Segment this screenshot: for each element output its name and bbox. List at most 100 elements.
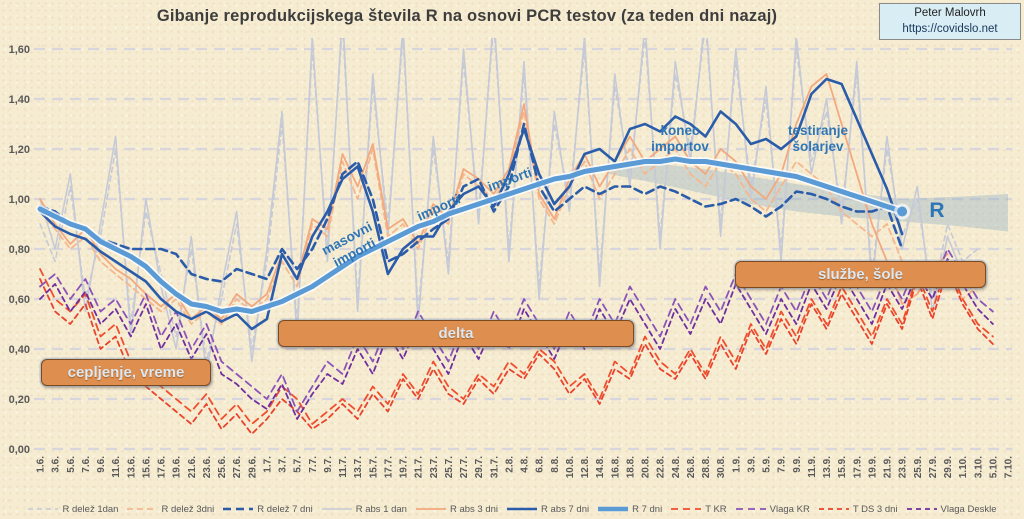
annotation-box-label: cepljenje, vreme [67,364,185,381]
x-axis-tick-label: 1.6. [36,456,47,473]
x-axis-tick-label: 7.6. [81,456,92,473]
x-axis-tick-label: 6.8. [535,456,546,473]
x-axis-tick-label: 14.8. [595,456,606,478]
x-axis-tick-label: 9.9. [792,456,803,473]
y-axis-tick-label: 0,80 [9,244,30,256]
x-axis-tick-label: 3.9. [746,456,757,473]
chart-title: Gibanje reprodukcijskega števila R na os… [156,7,778,25]
x-axis-tick-label: 16.8. [610,456,621,478]
series-line-t_kr [39,260,994,425]
x-axis-tick-label: 29.9. [943,456,954,478]
legend-item-r_abs_3dni[interactable]: R abs 3 dni [415,504,498,515]
x-axis-tick-label: 13.7. [353,456,364,478]
x-axis-tick-label: 5.9. [762,456,773,473]
y-axis-tick-label: 0,60 [9,294,30,306]
legend-item-t_kr[interactable]: T KR [670,503,727,515]
series-line-t_ds_3dni [39,268,994,435]
x-axis-tick-label: 7.9. [777,456,788,473]
x-axis-tick-label: 8.8. [550,456,561,473]
legend-swatch-r_delez_1dan [28,508,59,510]
x-axis-tick-label: 21.9. [883,456,894,478]
x-axis-tick-label: 18.8. [625,456,636,478]
x-axis-tick-label: 19.9. [867,456,878,478]
x-axis-tick-label: 9.7. [323,456,334,473]
x-axis-tick-label: 22.8. [656,456,667,478]
legend-swatch-vlaga_deskle [906,508,937,510]
legend-label-r_abs_1dan: R abs 1 dan [355,503,407,515]
x-axis-tick-label: 1.10. [958,456,969,478]
x-axis-tick-label: 17.7. [383,456,394,478]
x-axis-tick-label: 30.8. [716,456,727,478]
legend-item-r_7dni[interactable]: R 7 dni [597,504,662,515]
legend-label-r_delez_1dan: R delež 1dan [62,503,119,515]
x-axis-tick-label: 13.6. [126,456,137,478]
x-axis-tick-label: 3.7. [278,456,289,473]
x-axis-tick-label: 9.6. [96,456,107,473]
chart-legend: R delež 1dan R delež 3dni R delež 7 dni R a… [0,500,1024,518]
credit-author: Peter Malovrh [914,7,986,19]
legend-item-t_ds_3dni[interactable]: T DS 3 dni [818,504,898,515]
x-axis-tick-label: 5.6. [66,456,77,473]
x-axis-tick-label: 13.9. [822,456,833,478]
legend-item-r_delez_3dni[interactable]: R delež 3dni [126,504,214,515]
legend-swatch-r_abs_1dan [321,508,352,510]
y-axis-tick-label: 0,20 [9,394,30,406]
x-axis-tick-label: 1.7. [262,456,273,473]
legend-item-vlaga_deskle[interactable]: Vlaga Deskle [906,504,997,515]
y-axis-tick-label: 1,60 [9,44,30,56]
legend-label-t_kr: T KR [705,503,727,515]
x-axis-tick-label: 7.10. [1004,456,1015,478]
x-axis-tick-label: 3.6. [51,456,62,473]
x-axis-tick-label: 29.7. [474,456,485,478]
x-axis-tick-label: 27.9. [928,456,939,478]
x-axis-tick-label: 24.8. [671,456,682,478]
series-line-r_abs_7dni [38,77,904,331]
legend-swatch-r_7dni [598,506,629,512]
legend-swatch-t_ds_3dni [818,508,849,510]
legend-label-r_7dni: R 7 dni [632,503,663,515]
x-axis-tick-label: 23.9. [898,456,909,478]
annotation-box-delta: delta [278,320,634,347]
legend-swatch-r_abs_7dni [507,507,538,511]
legend-label-r_abs_3dni: R abs 3 dni [449,503,499,515]
series-line-r_abs_1dan [39,38,979,375]
x-axis-tick-label: 23.7. [429,456,440,478]
x-axis-tick-label: 11.9. [807,456,818,478]
x-axis-tick-label: 29.6. [247,456,258,478]
credit-box: Peter Malovrh https://covidslo.net [879,3,1021,41]
legend-item-r_delez_7dni[interactable]: R delež 7 dni [222,503,313,515]
x-axis-tick-label: 21.7. [414,456,425,478]
x-axis-tick-label: 17.9. [852,456,863,478]
x-axis-tick-label: 25.9. [913,456,924,478]
legend-label-r_delez_7dni: R delež 7 dni [257,503,313,515]
x-axis-tick-label: 15.9. [837,456,848,478]
legend-item-r_delez_1dan[interactable]: R delež 1dan [27,504,118,515]
x-axis-tick-label: 27.6. [232,456,243,478]
legend-swatch-r_delez_3dni [127,508,158,510]
legend-item-vlaga_kr[interactable]: Vlaga KR [735,504,810,515]
x-axis-tick-label: 25.6. [217,456,228,478]
y-axis-tick-label: 1,00 [9,194,30,206]
legend-item-r_abs_1dan[interactable]: R abs 1 dan [321,504,407,515]
x-axis-tick-label: 1.9. [731,456,742,473]
x-axis-tick-label: 23.6. [202,456,213,478]
credit-url-link[interactable]: https://covidslo.net [902,22,998,35]
y-axis-tick-label: 0,00 [9,444,30,456]
forecast-band-r-label: R [929,199,945,222]
x-axis-tick-label: 5.7. [293,456,304,473]
x-axis-tick-label: 2.8. [504,456,515,473]
annotation-box-sluzbe-sole: službe, šole [735,261,986,288]
x-axis-tick-label: 19.6. [172,456,183,478]
series-line-r_7dni [37,156,905,314]
y-axis-tick-label: 0,40 [9,344,30,356]
annotation-box-label: službe, šole [817,266,904,283]
x-axis-tick-label: 17.6. [157,456,168,478]
x-axis-tick-label: 20.8. [641,456,652,478]
legend-item-r_abs_7dni[interactable]: R abs 7 dni [506,504,589,515]
legend-swatch-r_delez_7dni [223,507,254,511]
y-axis-tick-label: 1,20 [9,144,30,156]
x-axis-tick-label: 21.6. [187,456,198,478]
x-axis-tick-label: 28.8. [701,456,712,478]
legend-swatch-vlaga_kr [735,508,766,510]
